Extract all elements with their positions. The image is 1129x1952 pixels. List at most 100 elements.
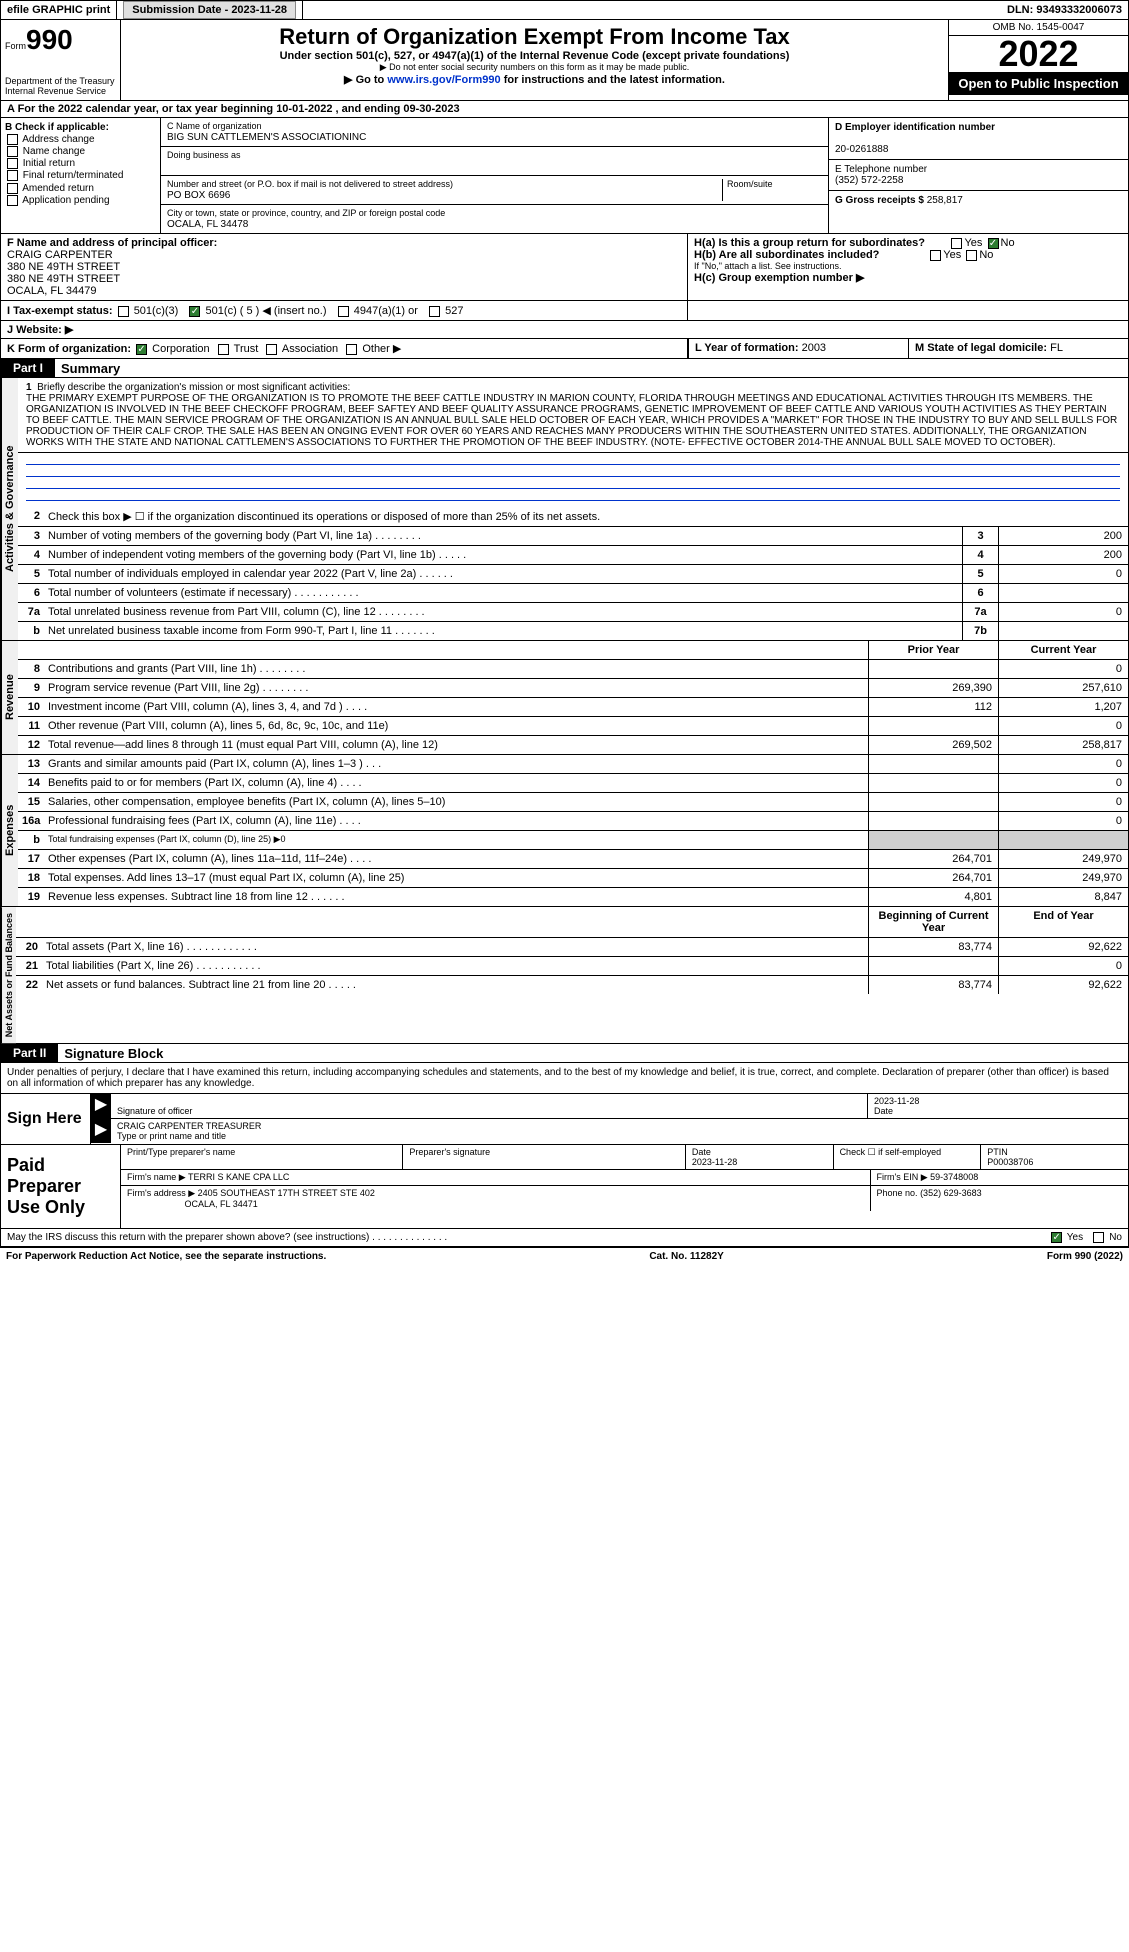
- box-f: F Name and address of principal officer:…: [1, 234, 688, 300]
- title-box: Return of Organization Exempt From Incom…: [121, 20, 948, 100]
- line-5: Total number of individuals employed in …: [44, 565, 962, 583]
- firm-name: TERRI S KANE CPA LLC: [188, 1172, 289, 1182]
- val-3: 200: [998, 527, 1128, 545]
- mission-text: THE PRIMARY EXEMPT PURPOSE OF THE ORGANI…: [26, 393, 1117, 448]
- officer-name: CRAIG CARPENTER: [7, 249, 113, 261]
- note1: ▶ Do not enter social security numbers o…: [125, 62, 944, 73]
- officer-addr1: 380 NE 49TH STREET: [7, 261, 120, 273]
- street: PO BOX 6696: [167, 190, 230, 201]
- street-label: Number and street (or P.O. box if mail i…: [167, 179, 453, 189]
- cb-address[interactable]: Address change: [5, 134, 156, 145]
- sign-here-label: Sign Here: [1, 1094, 91, 1144]
- form-number: 990: [26, 24, 73, 55]
- part1-title: Summary: [61, 361, 120, 376]
- k-assoc[interactable]: [266, 344, 277, 355]
- val-6: [998, 584, 1128, 602]
- ha-yes[interactable]: [951, 238, 962, 249]
- part2-header: Part II Signature Block: [1, 1044, 1128, 1062]
- org-name: BIG SUN CATTLEMEN'S ASSOCIATIONINC: [167, 132, 366, 143]
- year-box: OMB No. 1545-0047 2022 Open to Public In…: [948, 20, 1128, 100]
- h-note: If "No," attach a list. See instructions…: [694, 261, 1122, 271]
- underline: [26, 491, 1120, 501]
- hb-label: H(b) Are all subordinates included?: [694, 249, 879, 261]
- line-3: Number of voting members of the governin…: [44, 527, 962, 545]
- box-d-e-g: D Employer identification number20-02618…: [828, 118, 1128, 233]
- section-netassets: Net Assets or Fund Balances Beginning of…: [0, 907, 1129, 1044]
- line-15: Salaries, other compensation, employee b…: [44, 793, 868, 811]
- val-7a: 0: [998, 603, 1128, 621]
- firm-city: OCALA, FL 34471: [185, 1199, 258, 1209]
- k-corp[interactable]: ✓: [136, 344, 147, 355]
- line-16b: Total fundraising expenses (Part IX, col…: [44, 831, 868, 849]
- line-8: Contributions and grants (Part VIII, lin…: [44, 660, 868, 678]
- cb-amended[interactable]: Amended return: [5, 183, 156, 194]
- line-2: Check this box ▶ ☐ if the organization d…: [44, 507, 1128, 526]
- k-trust[interactable]: [218, 344, 229, 355]
- line-17: Other expenses (Part IX, column (A), lin…: [44, 850, 868, 868]
- firm-phone: (352) 629-3683: [920, 1188, 982, 1198]
- form-box: Form990 Department of the TreasuryIntern…: [1, 20, 121, 100]
- hdr-end: End of Year: [998, 907, 1128, 937]
- officer-city: OCALA, FL 34479: [7, 285, 96, 297]
- section-expenses: Expenses 13Grants and similar amounts pa…: [0, 755, 1129, 907]
- discuss-row: May the IRS discuss this return with the…: [0, 1229, 1129, 1247]
- k-other[interactable]: [346, 344, 357, 355]
- line-21: Total liabilities (Part X, line 26) . . …: [42, 957, 868, 975]
- form-prefix: Form: [5, 41, 26, 51]
- goto: ▶ Go to www.irs.gov/Form990 for instruct…: [125, 73, 944, 86]
- line-19: Revenue less expenses. Subtract line 18 …: [44, 888, 868, 906]
- sign-here-block: Sign Here ▶ Signature of officer 2023-11…: [0, 1094, 1129, 1145]
- hb-no[interactable]: [966, 250, 977, 261]
- tab-expenses: Expenses: [1, 755, 18, 906]
- row-j: J Website: ▶: [0, 321, 1129, 339]
- open-inspection: Open to Public Inspection: [949, 72, 1128, 95]
- f-label: F Name and address of principal officer:: [7, 237, 217, 249]
- discuss-no[interactable]: [1093, 1232, 1104, 1243]
- row-k: K Form of organization: ✓ Corporation Tr…: [0, 339, 1129, 359]
- line-16a: Professional fundraising fees (Part IX, …: [44, 812, 868, 830]
- i-4947[interactable]: [338, 306, 349, 317]
- subtitle: Under section 501(c), 527, or 4947(a)(1)…: [125, 50, 944, 62]
- line-12: Total revenue—add lines 8 through 11 (mu…: [44, 736, 868, 754]
- i-label: I Tax-exempt status:: [7, 305, 113, 317]
- irs-link[interactable]: www.irs.gov/Form990: [387, 74, 500, 86]
- tab-netassets: Net Assets or Fund Balances: [1, 907, 16, 1043]
- ha-label: H(a) Is this a group return for subordin…: [694, 237, 925, 249]
- self-employed-check[interactable]: Check ☐ if self-employed: [840, 1147, 942, 1157]
- hdr-current: Current Year: [998, 641, 1128, 659]
- hdr-begin: Beginning of Current Year: [868, 907, 998, 937]
- cb-final[interactable]: Final return/terminated: [5, 170, 156, 181]
- e-label: E Telephone number: [835, 164, 927, 175]
- val-5: 0: [998, 565, 1128, 583]
- paid-preparer-block: Paid Preparer Use Only Print/Type prepar…: [0, 1145, 1129, 1229]
- year-formation: 2003: [802, 342, 826, 354]
- underline: [26, 455, 1120, 465]
- line-9: Program service revenue (Part VIII, line…: [44, 679, 868, 697]
- discuss-yes[interactable]: ✓: [1051, 1232, 1062, 1243]
- cb-initial[interactable]: Initial return: [5, 158, 156, 169]
- ptin: P00038706: [987, 1157, 1033, 1167]
- section-revenue: Revenue Prior YearCurrent Year 8Contribu…: [0, 641, 1129, 755]
- g-label: G Gross receipts $: [835, 195, 924, 206]
- i-501c[interactable]: ✓: [189, 306, 200, 317]
- hb-yes[interactable]: [930, 250, 941, 261]
- part2-tag: Part II: [1, 1044, 58, 1062]
- main-grid: B Check if applicable: Address change Na…: [0, 118, 1129, 234]
- row-i: I Tax-exempt status: 501(c)(3) ✓ 501(c) …: [0, 301, 1129, 321]
- i-527[interactable]: [429, 306, 440, 317]
- firm-ein: 59-3748008: [930, 1172, 978, 1182]
- cb-name[interactable]: Name change: [5, 146, 156, 157]
- i-501c3[interactable]: [118, 306, 129, 317]
- line-22: Net assets or fund balances. Subtract li…: [42, 976, 868, 994]
- room-label: Room/suite: [727, 179, 773, 189]
- sig-date: 2023-11-28: [874, 1096, 919, 1106]
- form-title: Return of Organization Exempt From Incom…: [125, 24, 944, 50]
- dln: DLN: 93493332006073: [1001, 1, 1128, 19]
- arrow-icon: ▶: [91, 1094, 111, 1118]
- paid-label: Paid Preparer Use Only: [1, 1145, 121, 1228]
- val-7b: [998, 622, 1128, 640]
- cb-pending[interactable]: Application pending: [5, 195, 156, 206]
- discuss-text: May the IRS discuss this return with the…: [7, 1232, 1049, 1243]
- submission-button[interactable]: Submission Date - 2023-11-28: [123, 1, 296, 19]
- ha-no[interactable]: ✓: [988, 238, 999, 249]
